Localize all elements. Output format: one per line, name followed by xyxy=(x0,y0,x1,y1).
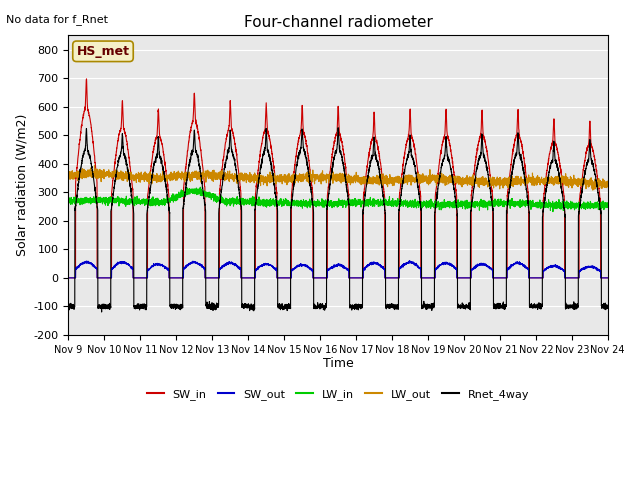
Text: No data for f_Rnet: No data for f_Rnet xyxy=(6,14,108,25)
X-axis label: Time: Time xyxy=(323,358,353,371)
Title: Four-channel radiometer: Four-channel radiometer xyxy=(244,15,433,30)
Y-axis label: Solar radiation (W/m2): Solar radiation (W/m2) xyxy=(15,114,28,256)
Legend: SW_in, SW_out, LW_in, LW_out, Rnet_4way: SW_in, SW_out, LW_in, LW_out, Rnet_4way xyxy=(143,384,534,404)
Text: HS_met: HS_met xyxy=(77,45,129,58)
